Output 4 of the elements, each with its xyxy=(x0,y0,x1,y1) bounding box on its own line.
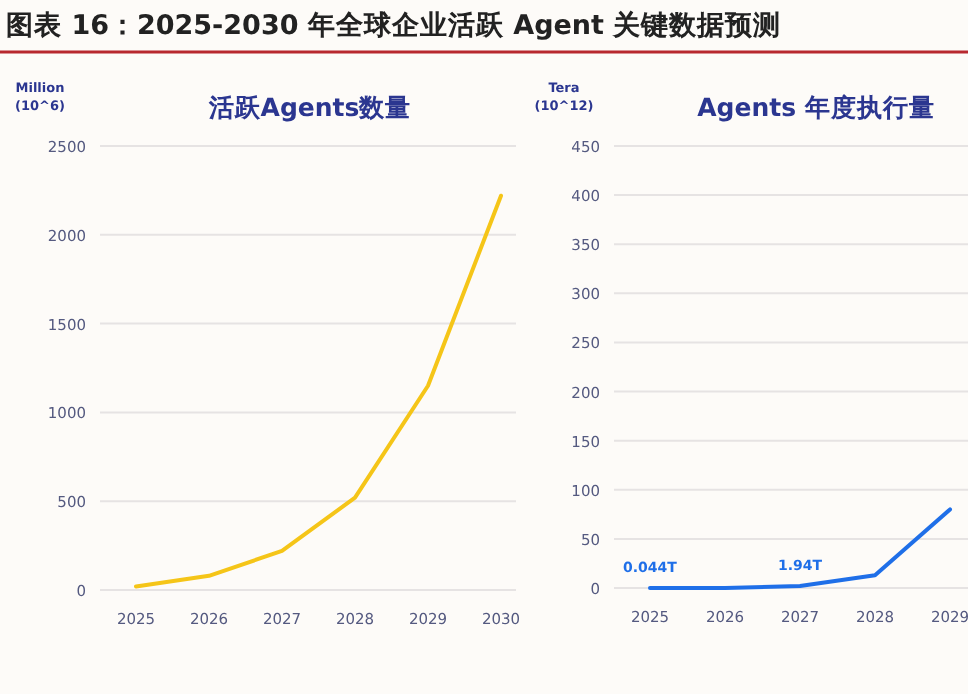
text: 图表 16：2025-2030 年全球企业活跃 Agent 关键数据预测 xyxy=(6,8,782,42)
chart-title: 活跃Agents数量 xyxy=(206,92,412,122)
chart-title: Agents 年度执行量 xyxy=(697,92,935,122)
line-series xyxy=(134,193,503,589)
